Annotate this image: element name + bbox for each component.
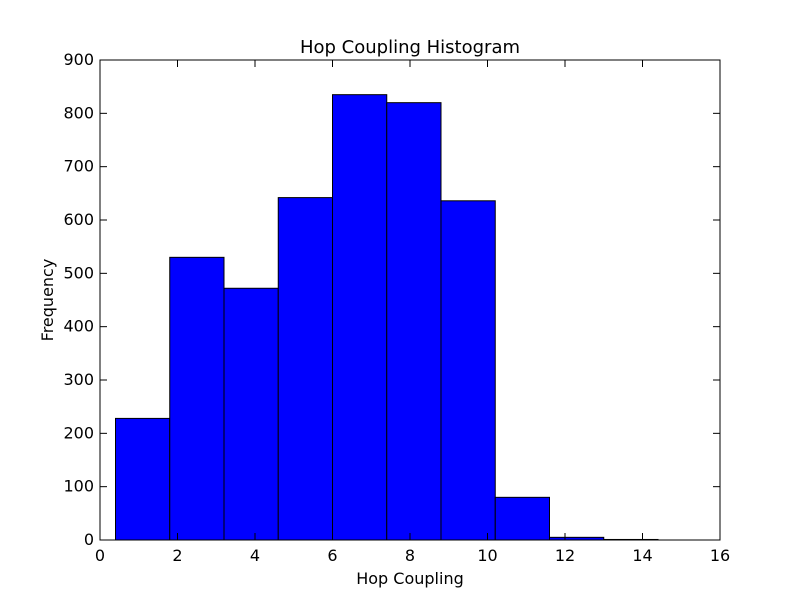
histogram-bar-4: [332, 94, 388, 541]
x-tick-label-0: 0: [95, 546, 105, 565]
histogram-bar-0: [115, 417, 171, 541]
y-axis-label: Frequency: [38, 259, 57, 342]
y-tick-label-1: 100: [63, 477, 94, 496]
histogram-bar-1: [169, 256, 225, 541]
bars-layer: [115, 94, 659, 541]
x-axis-label: Hop Coupling: [356, 569, 464, 588]
histogram-bar-6: [440, 200, 496, 541]
histogram-bar-2: [223, 287, 279, 541]
y-tick-label-2: 200: [63, 423, 94, 442]
x-tick-label-1: 2: [172, 546, 182, 565]
histogram-bar-3: [277, 197, 333, 541]
x-tick-label-7: 14: [632, 546, 652, 565]
x-tick-label-5: 10: [477, 546, 497, 565]
y-tick-label-3: 300: [63, 370, 94, 389]
x-tick-label-4: 8: [405, 546, 415, 565]
y-axis-ticks: 0 100 200 300 400 500 600 700 800 900: [63, 50, 720, 549]
y-tick-label-0: 0: [84, 530, 94, 549]
x-axis-ticks: 0 2 4 6 8 10 12 14 16: [95, 60, 730, 565]
x-tick-label-3: 6: [327, 546, 337, 565]
chart-title: Hop Coupling Histogram: [300, 37, 520, 58]
y-tick-label-7: 700: [63, 157, 94, 176]
histogram-bar-5: [386, 102, 442, 541]
y-tick-label-4: 400: [63, 317, 94, 336]
y-tick-label-8: 800: [63, 103, 94, 122]
x-tick-label-8: 16: [710, 546, 730, 565]
y-tick-label-9: 900: [63, 50, 94, 69]
y-tick-label-5: 500: [63, 263, 94, 282]
x-tick-label-6: 12: [555, 546, 575, 565]
x-tick-label-2: 4: [250, 546, 260, 565]
histogram-bar-7: [494, 496, 550, 541]
y-tick-label-6: 600: [63, 210, 94, 229]
